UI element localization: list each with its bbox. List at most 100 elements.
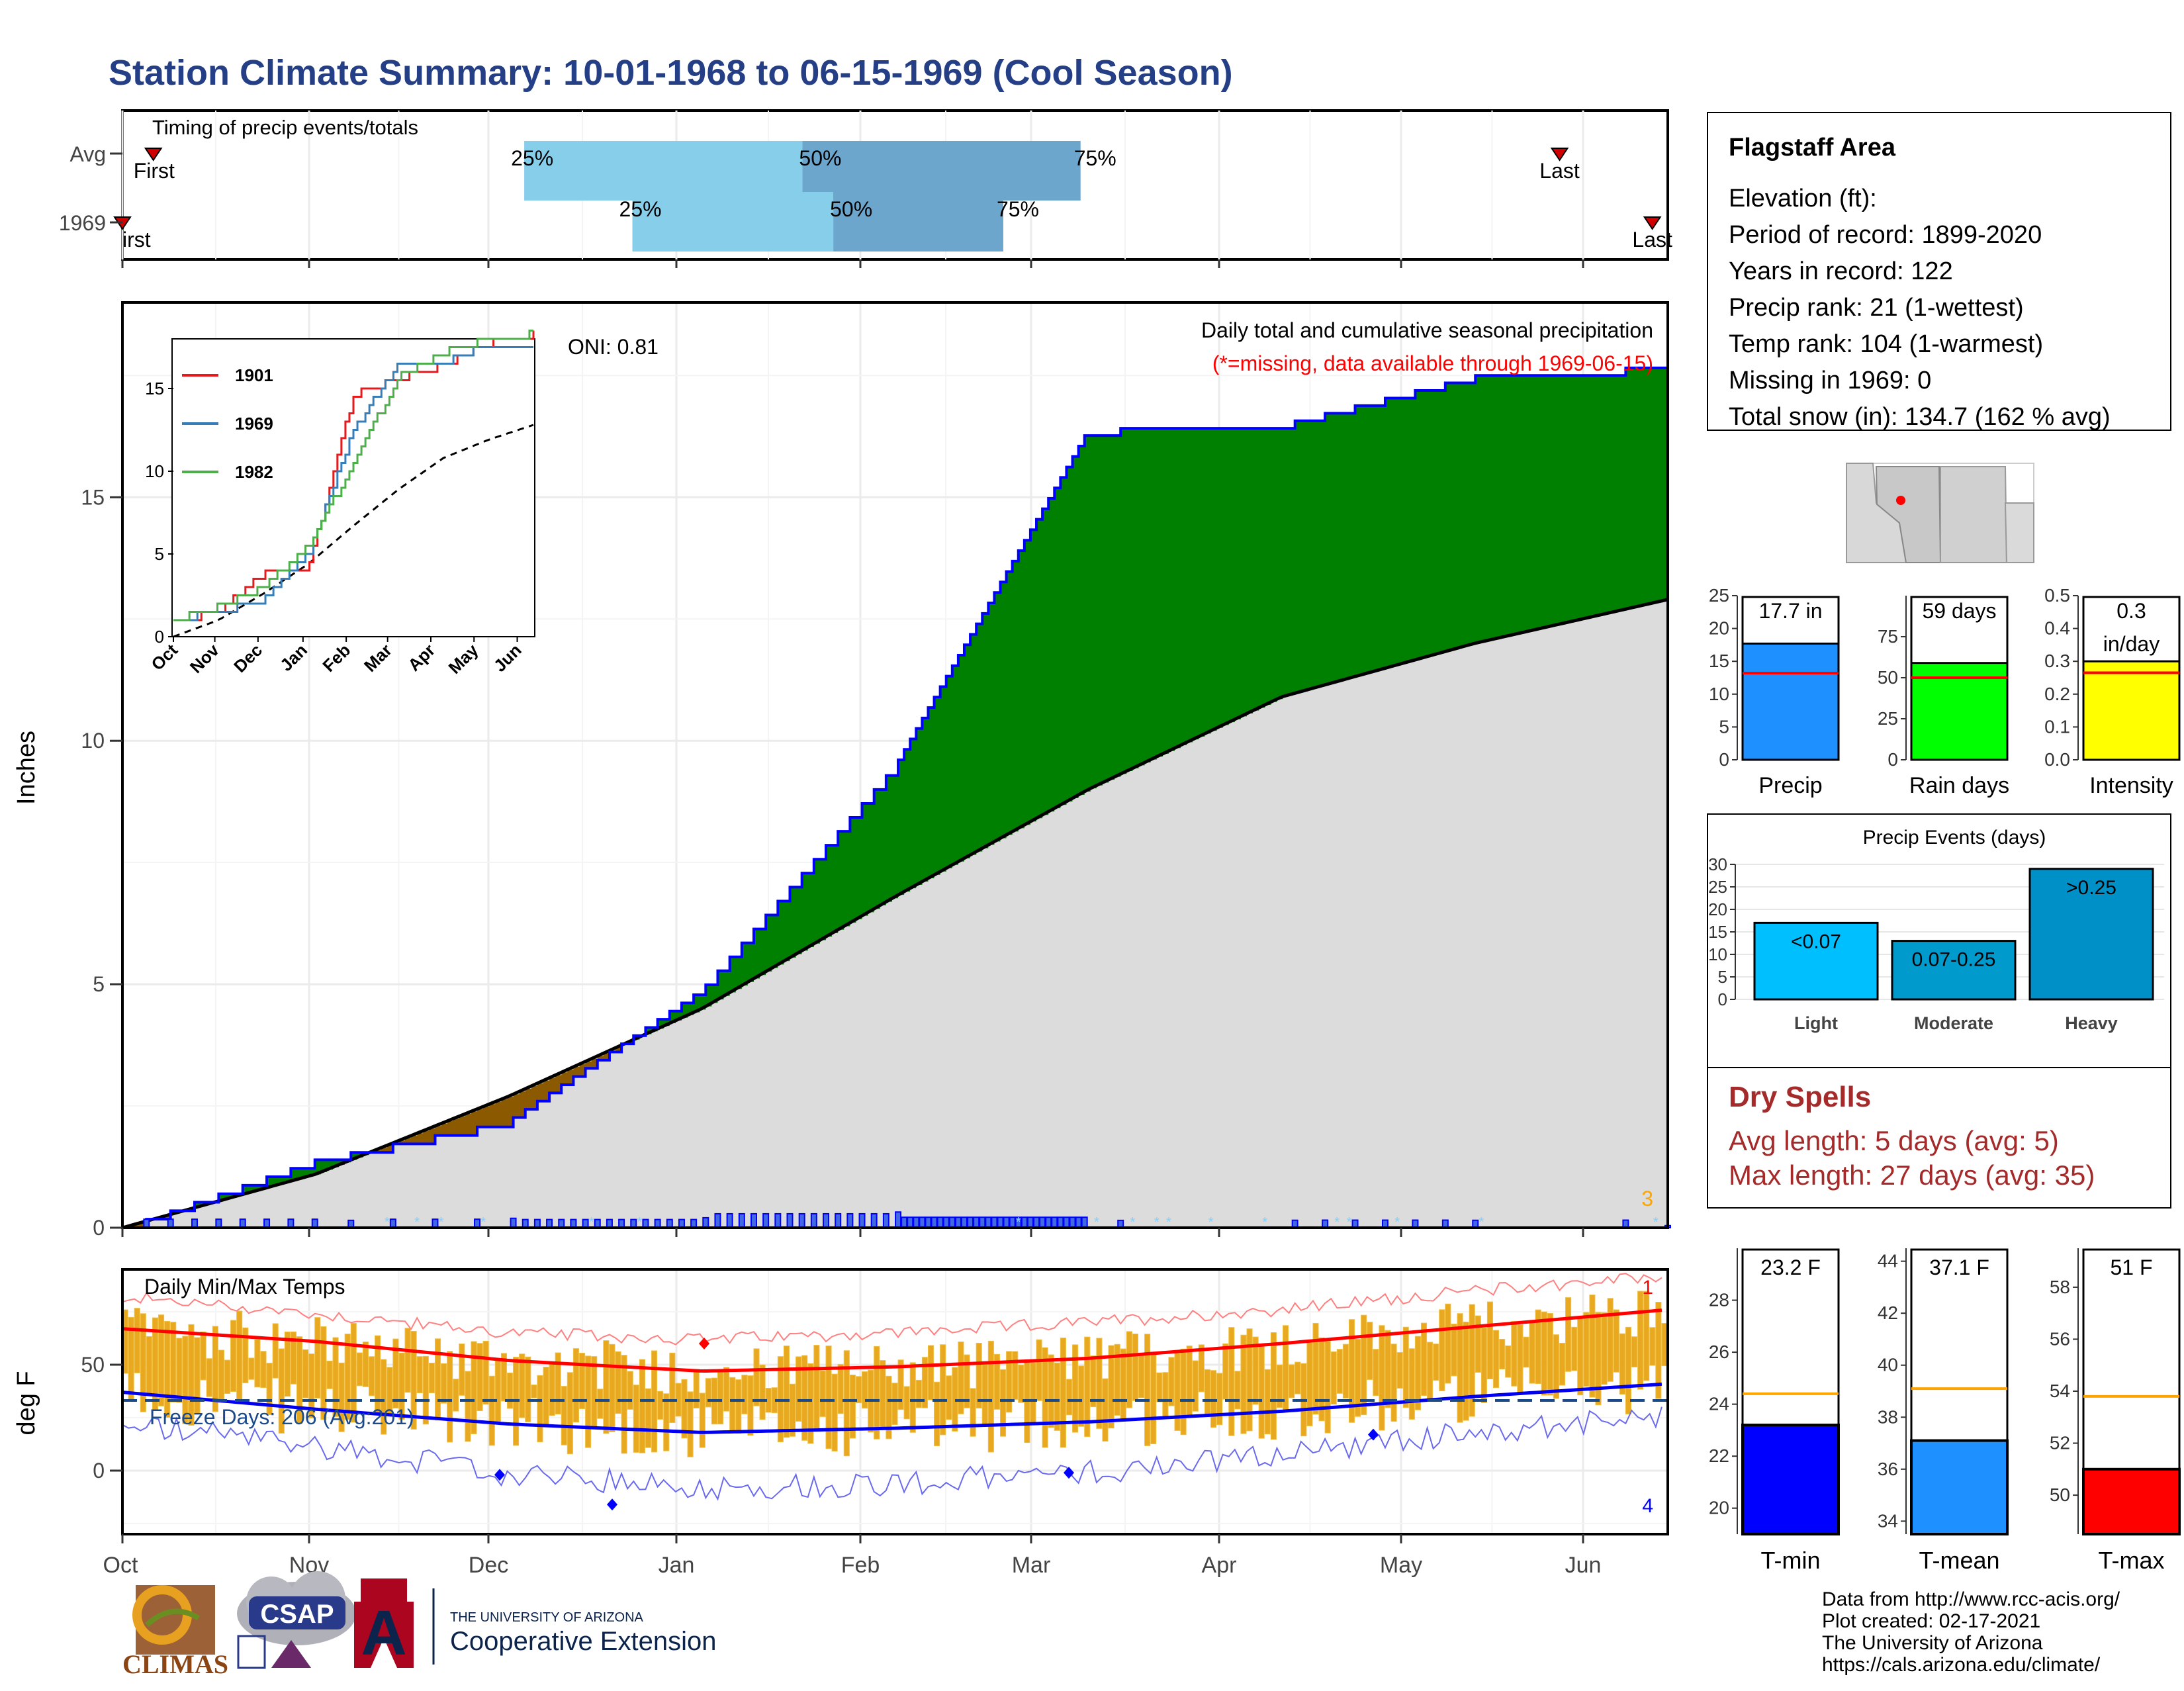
snow-marker: * <box>385 1215 390 1230</box>
station-elevation: Elevation (ft): <box>1729 185 1877 212</box>
daily-temp-bar <box>1637 1291 1644 1390</box>
daily-temp-bar <box>1505 1345 1512 1378</box>
snow-marker: * <box>1347 1215 1352 1230</box>
daily-temp-bar <box>1234 1371 1241 1410</box>
daily-precip-bar <box>973 1216 980 1229</box>
daily-temp-bar <box>369 1356 375 1396</box>
daily-temp-bar <box>645 1388 652 1448</box>
daily-temp-bar <box>1427 1342 1433 1400</box>
daily-temp-bar <box>657 1391 664 1420</box>
daily-temp-bar <box>633 1385 639 1453</box>
temp-bar-tick: 22 <box>1709 1445 1729 1466</box>
daily-temp-bar <box>266 1363 273 1415</box>
daily-temp-bar <box>447 1351 453 1443</box>
daily-temp-bar <box>909 1362 916 1433</box>
daily-temp-bar <box>1138 1352 1145 1398</box>
events-bar-label: <0.07 <box>1791 931 1841 952</box>
station-missing: Missing in 1969: 0 <box>1729 367 1931 394</box>
record-max-line <box>122 1273 1662 1346</box>
daily-temp-bar <box>579 1352 586 1410</box>
daily-precip-bar <box>913 1216 920 1229</box>
temp-bar-tick: 56 <box>2050 1328 2070 1349</box>
daily-temp-bar <box>1072 1344 1079 1433</box>
daily-precip-bar <box>967 1216 974 1229</box>
events-category: Heavy <box>2065 1013 2118 1033</box>
daily-precip-bar <box>1069 1216 1076 1229</box>
timing-last-label: Last <box>1539 159 1580 183</box>
daily-temp-bar <box>471 1341 477 1434</box>
daily-precip-bar <box>1009 1216 1016 1229</box>
daily-temp-bar <box>567 1372 573 1455</box>
daily-temp-bar <box>1402 1326 1409 1408</box>
daily-temp-bar <box>398 1352 405 1420</box>
daily-temp-bar <box>140 1313 146 1412</box>
temp-bar-label: T-max <box>2098 1547 2164 1574</box>
average-cumulative-line <box>122 598 1668 1230</box>
station-precip-rank: Precip rank: 21 (1-wettest) <box>1729 294 2024 322</box>
daily-temp-bar <box>1541 1311 1547 1396</box>
daily-temp-bar <box>970 1388 976 1437</box>
daily-precip-bar <box>907 1216 914 1229</box>
daily-temp-bar <box>1451 1324 1457 1377</box>
station-temp-rank: Temp rank: 104 (1-warmest) <box>1729 330 2043 358</box>
temp-bar-fill <box>1910 1439 2009 1535</box>
daily-temp-bar <box>1096 1338 1103 1429</box>
daily-temp-bar <box>849 1375 856 1439</box>
daily-temp-bar <box>164 1320 171 1418</box>
events-y-tick: 25 <box>1708 877 1727 897</box>
timing-last-marker <box>1550 148 1569 161</box>
dry-spells-title: Dry Spells <box>1729 1081 1871 1113</box>
daily-temp-bar <box>934 1381 940 1447</box>
daily-temp-bar <box>1607 1298 1614 1382</box>
precip-panel-frame <box>121 301 1669 1229</box>
daily-precip-bar <box>823 1212 830 1228</box>
stat-bar-value: 17.7 in <box>1758 599 1822 623</box>
daily-temp-bar <box>1048 1354 1054 1428</box>
daily-temp-bar <box>1457 1313 1463 1423</box>
stat-tick: 0.2 <box>2044 684 2070 704</box>
daily-temp-bar <box>880 1360 886 1430</box>
temp-bar-t-mean: 34 36 38 40 42 44 37.1 F T-mean <box>1878 1248 2009 1574</box>
daily-precip-bar <box>1081 1216 1088 1229</box>
stat-bar-value-unit: in/day <box>2103 632 2160 656</box>
temp-y-label: deg F <box>13 1371 40 1435</box>
daily-temp-bar <box>987 1340 994 1453</box>
temp-bar-tick: 38 <box>1878 1406 1898 1427</box>
1969-cumulative-line <box>122 365 1669 1229</box>
stat-tick: 0.1 <box>2044 716 2070 737</box>
daily-precip-bar <box>738 1212 745 1228</box>
snow-marker: * <box>1094 1215 1099 1230</box>
daily-temp-bar <box>453 1379 459 1412</box>
daily-temp-bar <box>1385 1330 1391 1408</box>
daily-precip-bar <box>942 1216 950 1229</box>
daily-temp-bar <box>1355 1338 1361 1417</box>
ua-letter: A <box>361 1598 406 1668</box>
temp-label: Daily Min/Max Temps <box>144 1275 345 1299</box>
snow-marker: * <box>1653 1215 1659 1230</box>
daily-temp-bar <box>1306 1342 1313 1426</box>
average-cumulative-area <box>122 599 1668 1228</box>
temp-bar-tick: 50 <box>2050 1485 2070 1505</box>
daily-temp-bar <box>874 1346 880 1440</box>
daily-temp-bar <box>1295 1361 1301 1394</box>
daily-precip-bar <box>762 1212 770 1228</box>
daily-precip-bar <box>1057 1216 1064 1229</box>
daily-temp-bar <box>1084 1336 1091 1438</box>
daily-temp-bar <box>1174 1352 1181 1431</box>
temp-bar-tick: 34 <box>1878 1510 1898 1531</box>
daily-precip-bar <box>510 1217 517 1229</box>
station-name: Flagstaff Area <box>1729 134 1896 161</box>
events-y-tick: 30 <box>1708 854 1727 874</box>
temp-bar-tick: 36 <box>1878 1459 1898 1479</box>
daily-temp-bar <box>759 1364 766 1420</box>
daily-temp-bar <box>422 1355 429 1425</box>
daily-temp-bar <box>170 1322 177 1402</box>
daily-temp-bar <box>290 1331 296 1385</box>
daily-temp-bar <box>1324 1341 1331 1434</box>
daily-precip-bar <box>774 1212 782 1228</box>
temp-count-bottom: 4 <box>1642 1495 1653 1517</box>
daily-temp-bar <box>320 1326 327 1420</box>
daily-temp-bar <box>194 1337 201 1415</box>
daily-precip-bar <box>858 1212 866 1228</box>
